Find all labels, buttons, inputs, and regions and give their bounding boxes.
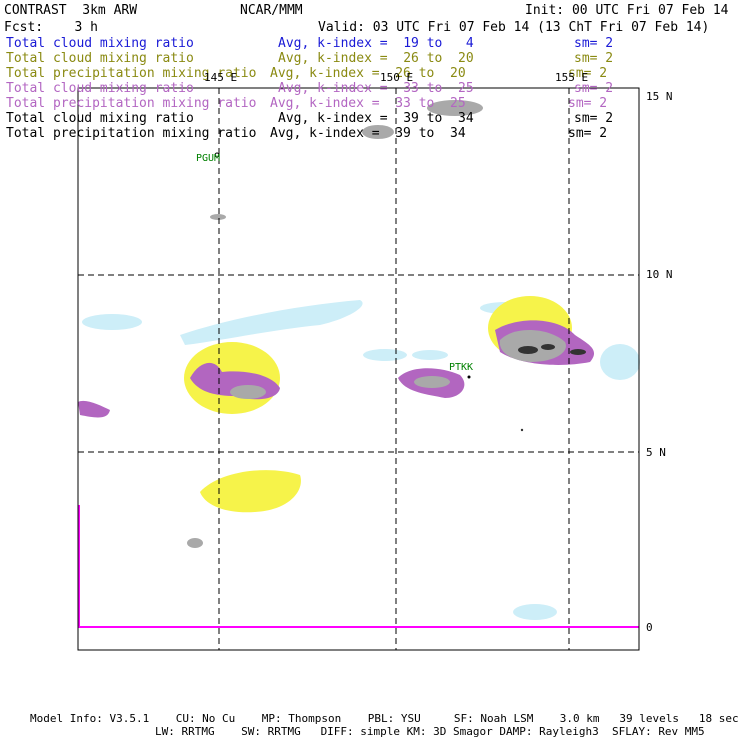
cloud-patch [187,538,203,548]
cloud-patch [518,346,538,354]
legend-field: Total cloud mixing ratio [6,81,194,96]
cloud-patch [230,385,266,399]
cloud-patch [499,330,566,362]
station-marker-pgum [214,152,220,158]
station-label-pgum: PGUM [196,153,221,164]
map-frame [77,87,640,651]
organization: NCAR/MMM [240,3,303,18]
legend-field: Total precipitation mixing ratio [6,66,257,81]
station-label-ptkk: PTKK [449,362,474,373]
legend-sm: sm= 2 [574,51,614,66]
station-marker-ptkk [467,375,471,379]
cloud-patch [427,100,483,116]
cloud-patch [78,400,110,418]
valid-time: Valid: 03 UTC Fri 07 Feb 14 (13 ChT Fri … [318,20,710,35]
title: CONTRAST 3km ARW [4,3,138,18]
dark-core-layer [518,344,586,432]
cloud-patch [513,604,557,620]
cloud-patch [600,344,640,380]
legend-avg: Avg, k-index = 26 to 20 [278,51,474,66]
init-time: Init: 00 UTC Fri 07 Feb 14 [525,3,729,18]
gray-cloud-layer [187,100,566,548]
legend-sm: sm= 2 [574,81,614,96]
lon-label: 150 E [380,71,414,84]
legend-sm: sm= 2 [568,96,608,111]
lat-label: 5 N [646,446,666,459]
legend-field: Total precipitation mixing ratio [6,96,257,111]
model-info-line2: LW: RRTMG SW: RRTMG DIFF: simple KM: 3D … [155,725,705,738]
legend-field: Total precipitation mixing ratio [6,126,257,141]
lat-label: 10 N [646,268,673,281]
model-info-line1: Model Info: V3.5.1 CU: No Cu MP: Thompso… [30,712,739,725]
legend-sm: sm= 2 [568,66,608,81]
legend-sm: sm= 2 [568,126,608,141]
cloud-patch [200,470,301,513]
legend-avg: Avg, k-index = 33 to 25 [270,96,466,111]
cloud-patch [520,428,524,432]
legend-field: Total cloud mixing ratio [6,51,194,66]
forecast-hour: Fcst: 3 h [4,20,98,35]
legend-avg: Avg, k-index = 39 to 34 [278,111,474,126]
cloud-patch [541,344,555,350]
legend-field: Total cloud mixing ratio [6,111,194,126]
cloud-patch [82,314,142,330]
lon-label: 155 E [555,71,589,84]
legend-field: Total cloud mixing ratio [6,36,194,51]
lat-label: 0 [646,621,653,634]
cloud-patch [180,300,363,345]
cloud-patch [363,349,407,361]
cloud-patch [570,349,586,355]
legend-avg: Avg, k-index = 33 to 25 [278,81,474,96]
legend-sm: sm= 2 [574,111,614,126]
legend-sm: sm= 2 [574,36,614,51]
legend-avg: Avg, k-index = 39 to 34 [270,126,466,141]
grid-lines [78,88,639,650]
lon-label: 145 E [204,71,238,84]
cloud-patch [362,125,394,139]
cloud-patch [414,376,450,388]
cloud-patch [412,350,448,360]
legend-avg: Avg, k-index = 26 to 20 [270,66,466,81]
legend-avg: Avg, k-index = 19 to 4 [278,36,474,51]
cloud-patch [210,214,226,220]
lat-label: 15 N [646,90,673,103]
